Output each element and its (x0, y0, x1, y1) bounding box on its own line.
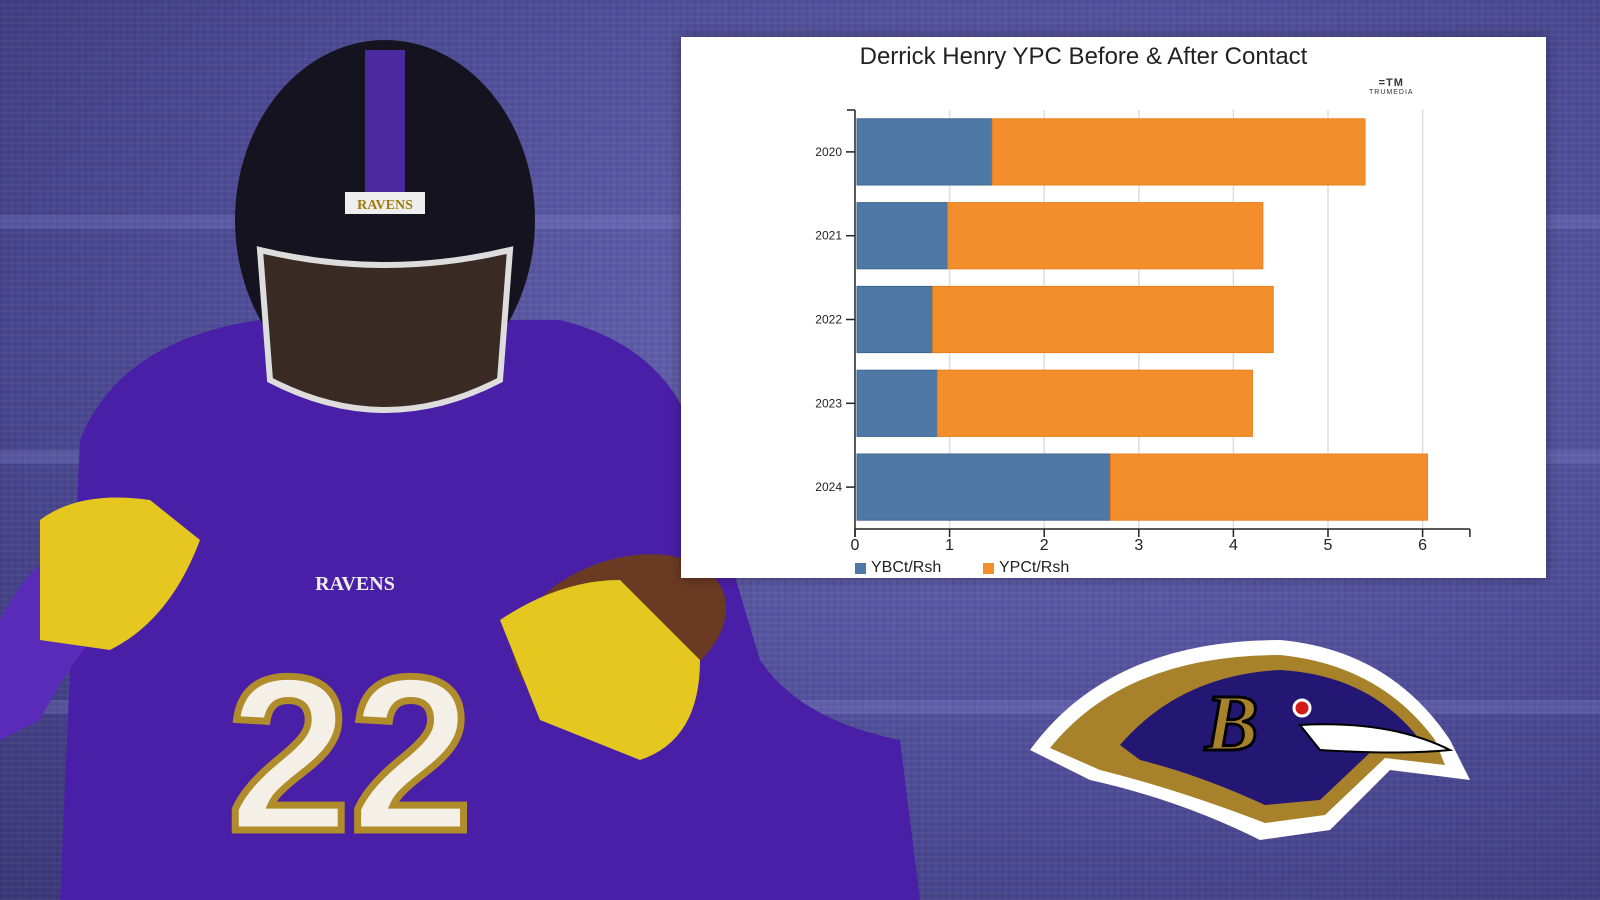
bar-ypctrsh-2021 (947, 202, 1264, 270)
bar-ybctrsh-2021 (856, 202, 949, 270)
jersey-number: 22 (228, 631, 473, 877)
jersey-text: RAVENS (315, 573, 395, 595)
chart-card: Derrick Henry YPC Before & After Contact… (681, 37, 1546, 578)
y-tick-label: 2022 (815, 313, 842, 327)
x-tick-label: 3 (1134, 537, 1143, 554)
ravens-logo: B (1030, 640, 1470, 840)
y-tick-label: 2021 (815, 229, 842, 243)
bar-ybctrsh-2023 (856, 369, 938, 437)
bar-ybctrsh-2020 (856, 118, 993, 186)
x-tick-label: 6 (1418, 537, 1427, 554)
helmet-text: RAVENS (357, 198, 413, 213)
chart-title: Derrick Henry YPC Before & After Contact (859, 43, 1308, 70)
legend-swatch-ybct (855, 562, 866, 574)
y-tick-label: 2024 (815, 480, 842, 494)
bar-ypctrsh-2020 (991, 118, 1366, 186)
x-tick-label: 5 (1324, 537, 1333, 554)
bar-chart: 0 1 2 3 4 5 6 2020 2021 2022 2023 2024 (815, 109, 1471, 554)
y-tick-label: 2023 (815, 396, 842, 410)
bar-ybctrsh-2024 (856, 453, 1112, 521)
legend-item-ybct: YBCt/Rsh (855, 559, 941, 577)
bar-ybctrsh-2022 (856, 285, 934, 354)
bar-ypctrsh-2022 (932, 285, 1274, 354)
trumedia-wordmark: TRUMEDIA (1369, 89, 1414, 96)
legend-item-ypct: YPCt/Rsh (983, 559, 1069, 577)
player-photo: RAVENS RAVENS 22 (0, 40, 920, 900)
bar-ypctrsh-2023 (936, 369, 1253, 437)
y-tick-label: 2020 (815, 145, 842, 159)
legend-label-ybct: YBCt/Rsh (871, 559, 942, 576)
legend-swatch-ypct (983, 562, 994, 574)
x-tick-label: 0 (851, 537, 860, 554)
trumedia-mark-icon: =TM (1378, 77, 1404, 89)
x-tick-label: 1 (945, 537, 954, 554)
legend-label-ypct: YPCt/Rsh (999, 559, 1070, 576)
logo-letter: B (1204, 680, 1258, 768)
trumedia-logo: =TM TRUMEDIA (1369, 77, 1414, 96)
x-tick-label: 2 (1040, 537, 1049, 554)
bar-ypctrsh-2024 (1110, 453, 1428, 521)
x-tick-label: 4 (1229, 537, 1238, 554)
